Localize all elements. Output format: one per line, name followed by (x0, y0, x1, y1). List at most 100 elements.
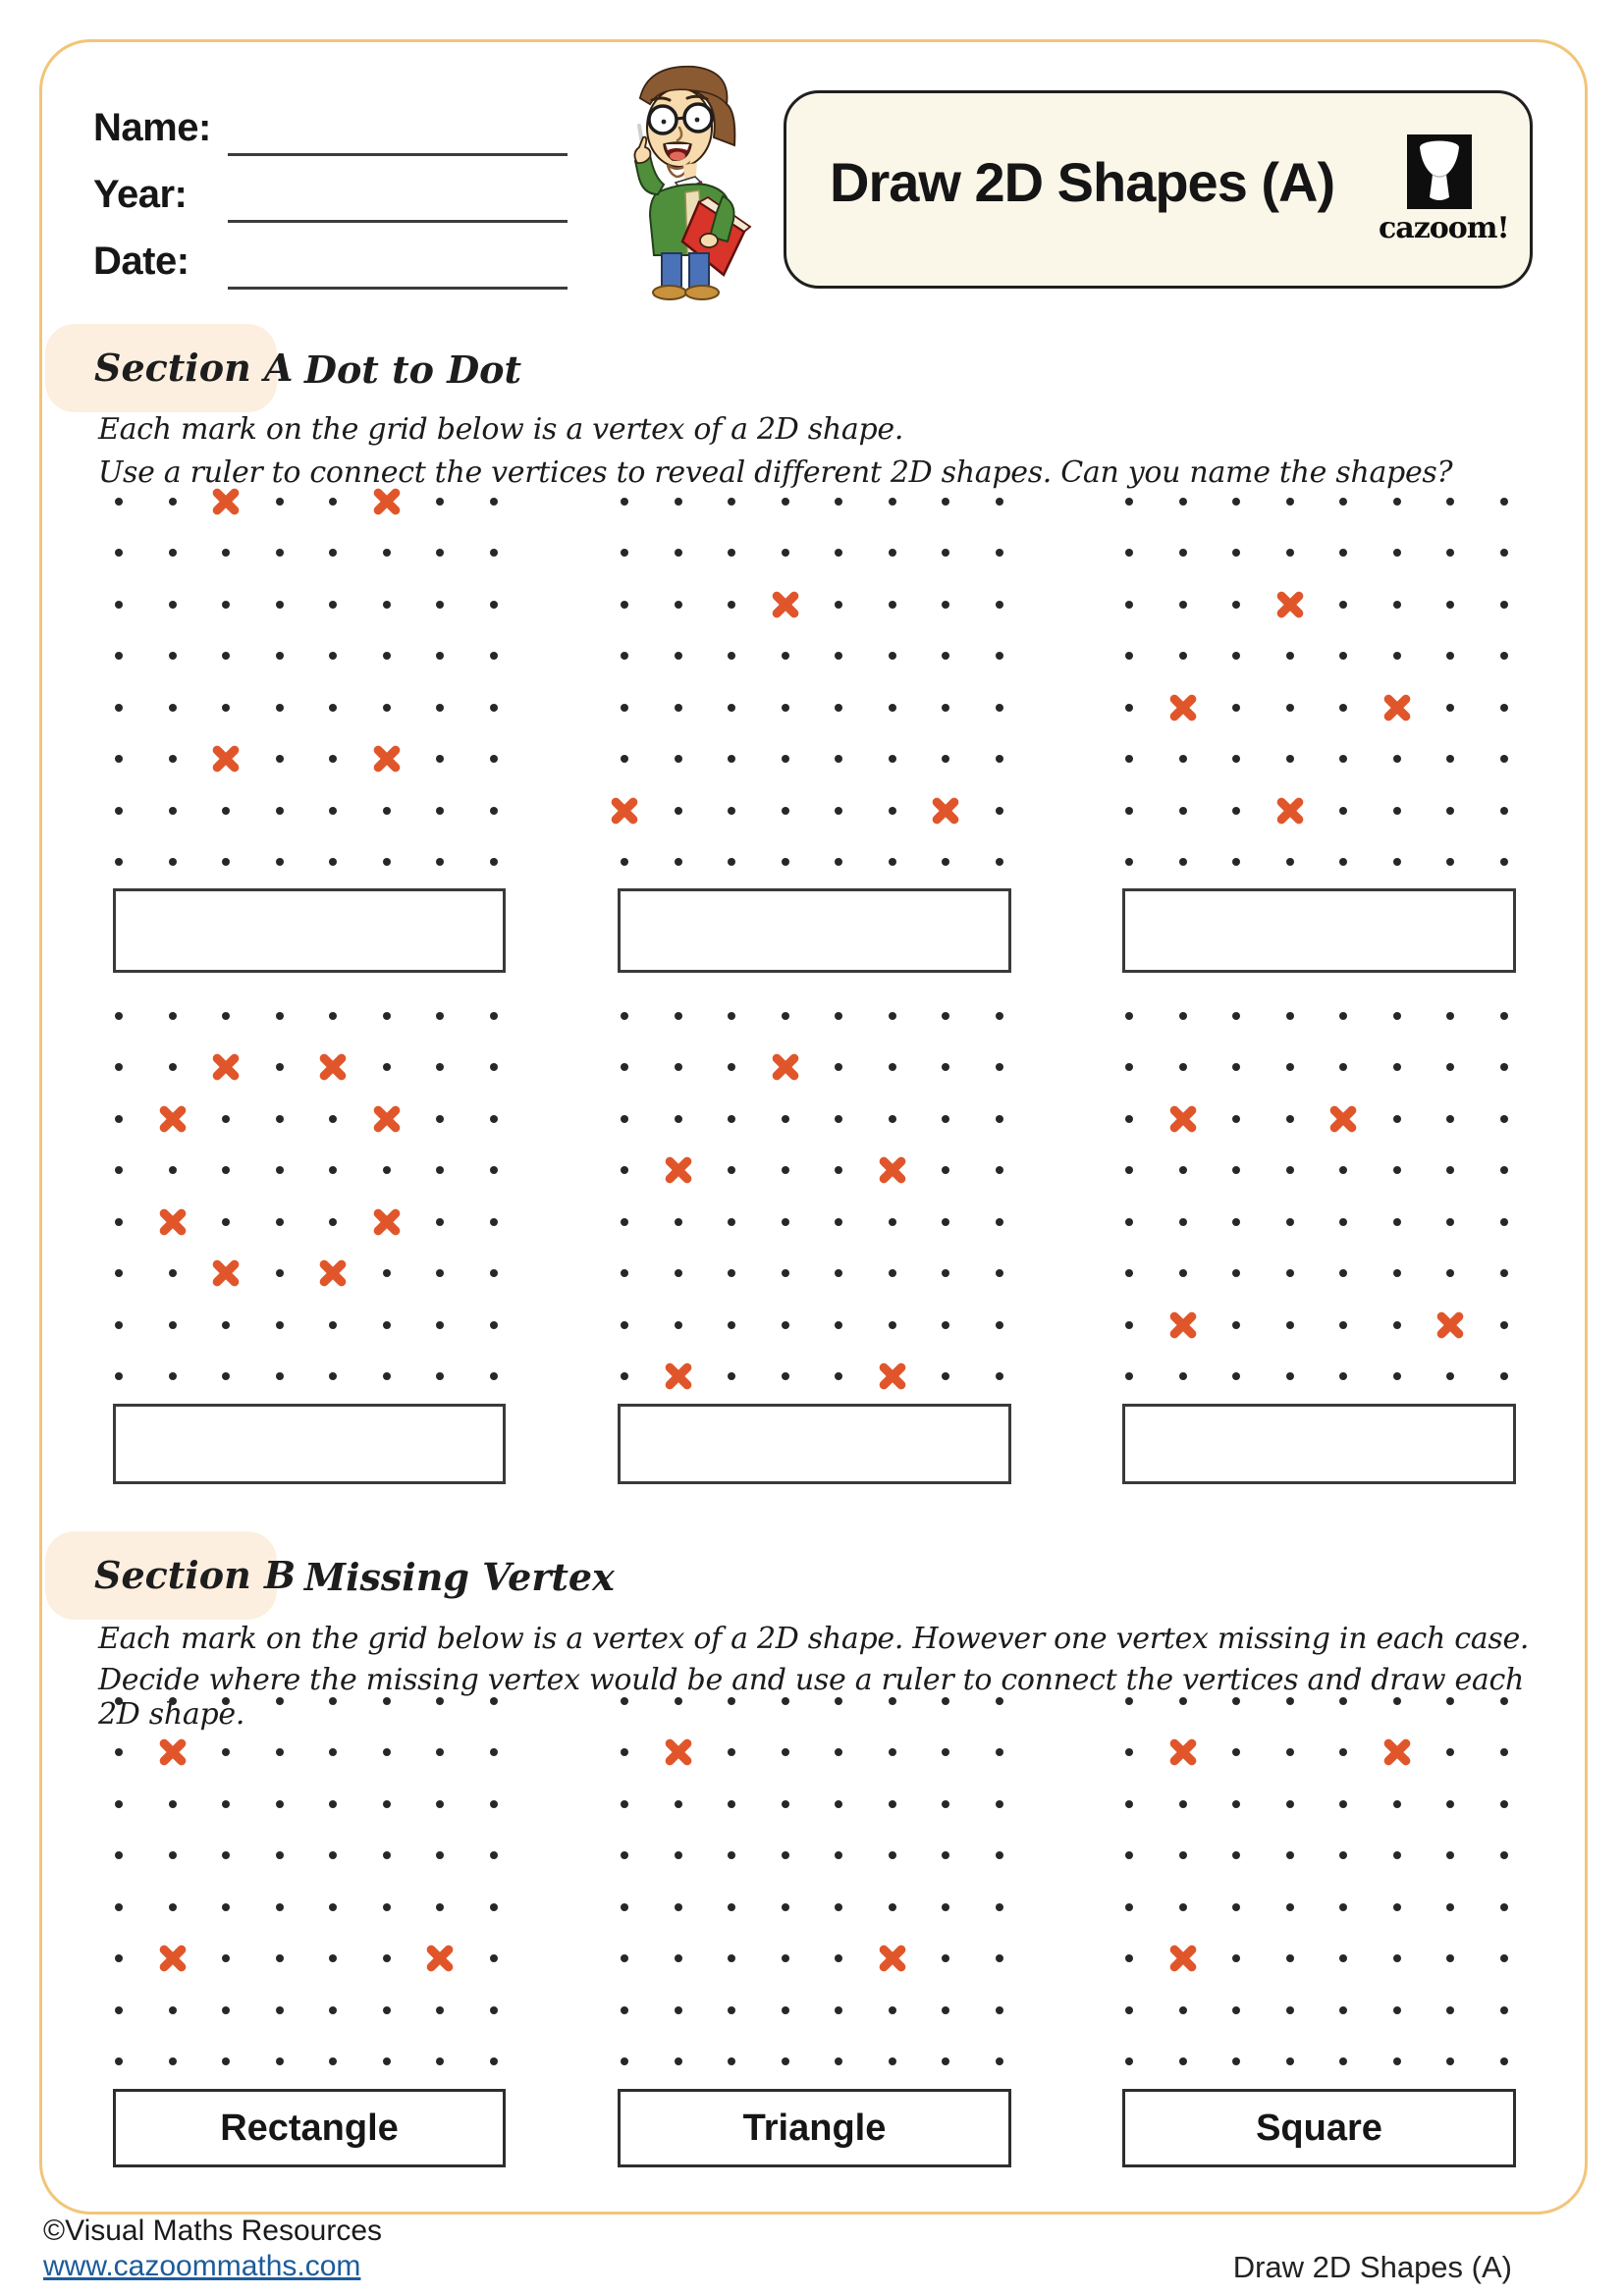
grid-dot (222, 1902, 231, 1911)
grid-dot (674, 549, 682, 558)
grid-dot (1499, 1269, 1508, 1278)
grid-dot (275, 1372, 284, 1380)
grid-dot (1446, 2057, 1455, 2065)
grid-dot (329, 1902, 338, 1911)
answer-box-a1[interactable] (113, 888, 506, 973)
grid-dot (942, 1697, 950, 1705)
grid-dot (1392, 1166, 1401, 1175)
grid-dot (835, 1748, 843, 1757)
section-a-instruction-2: Use a ruler to connect the vertices to r… (98, 455, 1453, 490)
grid-dot (1178, 652, 1187, 661)
grid-dot (942, 1114, 950, 1123)
grid-dot (621, 703, 628, 712)
shape-label-box-rectangle[interactable]: Rectangle (113, 2089, 506, 2167)
vertex-x-mark (875, 1941, 910, 1976)
grid-dot (781, 703, 789, 712)
answer-box-a2[interactable] (618, 888, 1011, 973)
grid-dot (781, 806, 789, 815)
dot-grid-a6[interactable] (1125, 1012, 1508, 1380)
shape-label-box-square[interactable]: Square (1122, 2089, 1516, 2167)
grid-dot (1392, 1372, 1401, 1380)
grid-dot (1339, 1320, 1348, 1329)
grid-dot (382, 1269, 391, 1278)
grid-dot (888, 806, 896, 815)
grid-dot (1285, 1320, 1294, 1329)
grid-dot (1178, 549, 1187, 558)
dot-grid-a2[interactable] (621, 498, 1003, 866)
footer-link[interactable]: www.cazoommaths.com (43, 2250, 361, 2282)
date-field-line[interactable] (228, 287, 568, 290)
grid-dot (115, 652, 123, 661)
year-field-line[interactable] (228, 220, 568, 223)
grid-dot (489, 2057, 498, 2065)
grid-dot (1285, 1166, 1294, 1175)
dot-grid-b1[interactable] (115, 1697, 498, 2065)
grid-dot (942, 858, 950, 866)
answer-box-a5[interactable] (618, 1404, 1011, 1484)
answer-box-a6[interactable] (1122, 1404, 1516, 1484)
grid-dot (115, 2057, 123, 2065)
grid-dot (382, 652, 391, 661)
grid-dot (1285, 1114, 1294, 1123)
grid-dot (1285, 1851, 1294, 1860)
dot-grid-a4[interactable] (115, 1012, 498, 1380)
dot-grid-a5[interactable] (621, 1012, 1003, 1380)
year-field-label: Year: (93, 173, 188, 216)
grid-dot (1392, 1114, 1401, 1123)
answer-box-a3[interactable] (1122, 888, 1516, 973)
grid-dot (835, 2057, 843, 2065)
section-a-instruction-1: Each mark on the grid below is a vertex … (98, 412, 904, 447)
grid-dot (1232, 1012, 1241, 1020)
grid-dot (942, 703, 950, 712)
grid-dot (674, 755, 682, 764)
grid-dot (222, 858, 231, 866)
grid-dot (1232, 2005, 1241, 2014)
grid-dot (1285, 1697, 1294, 1705)
shape-label-box-triangle[interactable]: Triangle (618, 2089, 1011, 2167)
grid-dot (329, 549, 338, 558)
grid-dot (674, 1697, 682, 1705)
dot-grid-b3[interactable] (1125, 1697, 1508, 2065)
dot-grid-a3[interactable] (1125, 498, 1508, 866)
grid-dot (1232, 858, 1241, 866)
grid-dot (115, 1954, 123, 1963)
grid-dot (329, 806, 338, 815)
grid-dot (674, 1269, 682, 1278)
grid-dot (674, 1217, 682, 1226)
grid-dot (329, 1217, 338, 1226)
grid-dot (489, 1114, 498, 1123)
grid-dot (1178, 1269, 1187, 1278)
grid-dot (781, 1269, 789, 1278)
answer-box-a4[interactable] (113, 1404, 506, 1484)
name-field-line[interactable] (228, 153, 568, 156)
grid-dot (1499, 652, 1508, 661)
grid-dot (275, 1697, 284, 1705)
grid-dot (489, 1269, 498, 1278)
grid-dot (995, 1166, 1003, 1175)
grid-dot (1339, 600, 1348, 609)
grid-dot (222, 652, 231, 661)
grid-dot (275, 1012, 284, 1020)
grid-dot (1285, 1012, 1294, 1020)
grid-dot (1125, 652, 1133, 661)
grid-dot (382, 1166, 391, 1175)
grid-dot (222, 1166, 231, 1175)
grid-dot (621, 1063, 628, 1072)
grid-dot (1499, 1851, 1508, 1860)
grid-dot (888, 1217, 896, 1226)
grid-dot (1285, 2005, 1294, 2014)
grid-dot (781, 1320, 789, 1329)
section-b-pill (45, 1531, 277, 1620)
grid-dot (168, 703, 177, 712)
grid-dot (275, 1954, 284, 1963)
grid-dot (382, 1063, 391, 1072)
grid-dot (1232, 1799, 1241, 1808)
grid-dot (382, 1902, 391, 1911)
grid-dot (1499, 1012, 1508, 1020)
footer-doc-title: Draw 2D Shapes (A) (1232, 2250, 1512, 2284)
grid-dot (115, 858, 123, 866)
grid-dot (222, 549, 231, 558)
grid-dot (835, 2005, 843, 2014)
dot-grid-a1[interactable] (115, 498, 498, 866)
dot-grid-b2[interactable] (621, 1697, 1003, 2065)
